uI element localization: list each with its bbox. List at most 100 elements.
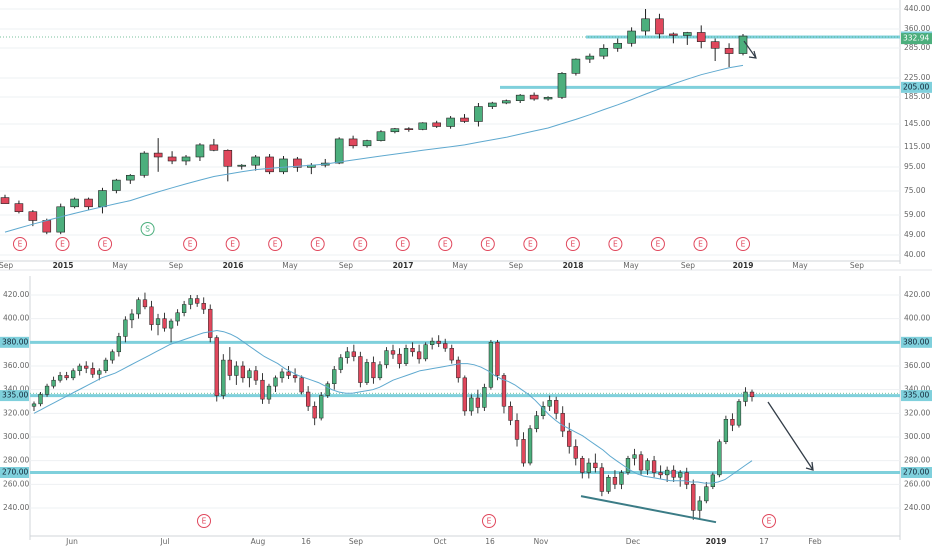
candle-down [684, 472, 689, 485]
level-price-tag [901, 81, 932, 93]
candle-up [168, 320, 174, 329]
event-letter: E [315, 240, 320, 249]
candle-down [560, 413, 565, 432]
candle-down [162, 318, 167, 329]
price-tick-label-top: 225.00 [904, 73, 930, 82]
event-circle [650, 237, 665, 251]
earnings-event-marker: E [310, 237, 325, 251]
price-tick-label-bottom-left: 400.00 [3, 314, 29, 323]
split-event-marker: S [140, 222, 155, 236]
candle-down [508, 405, 513, 421]
level-price-label-right: 380.00 [903, 337, 929, 346]
candle-up [384, 350, 389, 366]
candle-up [98, 190, 107, 208]
level-price-label-left: 380.00 [2, 337, 28, 346]
candle-up [625, 458, 631, 473]
candle-down [90, 368, 95, 375]
event-letter: E [188, 240, 193, 249]
candle-up [543, 97, 553, 100]
candle-up [534, 415, 539, 429]
candle-up [345, 351, 350, 358]
candle-down [149, 306, 154, 325]
candle-up [482, 387, 487, 408]
price-tick-label-bottom-right: 320.00 [904, 408, 930, 417]
price-tick-label-top: 285.00 [904, 43, 930, 52]
candle-up [237, 164, 247, 167]
price-tick-label-top: 59.00 [904, 210, 926, 219]
candle-up [736, 401, 742, 426]
candle-down [580, 458, 585, 473]
candle-up [44, 385, 50, 395]
time-tick-label-bottom: Jul [159, 537, 169, 546]
price-tick-label-bottom-left: 320.00 [3, 408, 29, 417]
candle-up [51, 379, 56, 387]
earnings-event-marker: E [268, 237, 283, 251]
candle-up [279, 371, 285, 379]
candle-down [84, 198, 93, 208]
candle-up [70, 198, 79, 208]
time-tick-label-top: May [112, 261, 128, 270]
time-tick-label-bottom: 16 [485, 537, 495, 546]
event-letter: E [656, 240, 661, 249]
level-price-tag-right [901, 467, 932, 478]
candle-up [273, 377, 278, 387]
event-circle [268, 237, 283, 251]
level-price-label-right: 270.00 [903, 468, 929, 477]
candle-down [42, 220, 52, 233]
earnings-event-marker: E [353, 237, 368, 251]
time-tick-label-top: 2017 [393, 261, 414, 270]
event-letter: E [60, 240, 65, 249]
candle-up [683, 32, 692, 36]
candle-down [214, 337, 219, 396]
event-circle [183, 237, 198, 251]
candle-down [312, 405, 317, 419]
candle-up [717, 441, 722, 476]
candle-down [240, 365, 246, 379]
price-tick-label-top: 95.00 [904, 162, 926, 171]
candle-up [474, 106, 483, 122]
candle-down [501, 375, 507, 407]
event-circle [225, 237, 240, 251]
candle-up [557, 73, 567, 98]
time-tick-label-top: Sep [850, 261, 864, 270]
last-price-tag [901, 33, 932, 45]
candle-up [112, 179, 121, 191]
price-tick-label-top: 75.00 [904, 186, 926, 195]
earnings-event-marker: E [693, 237, 708, 251]
event-letter: E [528, 240, 533, 249]
price-tick-label-bottom-left: 240.00 [3, 503, 29, 512]
candle-down [416, 351, 422, 360]
time-tick-label-top: May [282, 261, 298, 270]
time-tick-label-bottom: 16 [301, 537, 311, 546]
event-circle [693, 237, 708, 251]
event-letter: E [273, 240, 278, 249]
candle-up [515, 94, 525, 101]
candle-down [305, 391, 311, 407]
candle-down [599, 467, 605, 492]
price-tick-label-bottom-left: 340.00 [3, 385, 29, 394]
candle-up [632, 454, 637, 459]
candle-down [195, 298, 200, 304]
candle-down [730, 419, 735, 426]
event-circle [482, 514, 496, 528]
price-tick-label-bottom-right: 340.00 [904, 385, 930, 394]
candle-down [612, 476, 618, 485]
candle-up [488, 102, 497, 107]
candle-down [351, 351, 356, 357]
candle-up [488, 342, 494, 388]
candle-up [664, 469, 670, 476]
candle-up [627, 30, 636, 44]
candle-down [223, 149, 233, 167]
candle-up [110, 351, 115, 361]
earnings-event-marker: E [183, 237, 198, 251]
candle-down [404, 128, 414, 131]
candle-up [376, 131, 386, 141]
candle-up [364, 362, 370, 383]
event-circle [565, 237, 580, 251]
projection-arrow-top [743, 40, 757, 59]
earnings-event-marker: E [480, 237, 495, 251]
price-tick-label-bottom-left: 260.00 [3, 479, 29, 488]
event-letter: E [767, 517, 772, 526]
candle-up [430, 340, 435, 345]
